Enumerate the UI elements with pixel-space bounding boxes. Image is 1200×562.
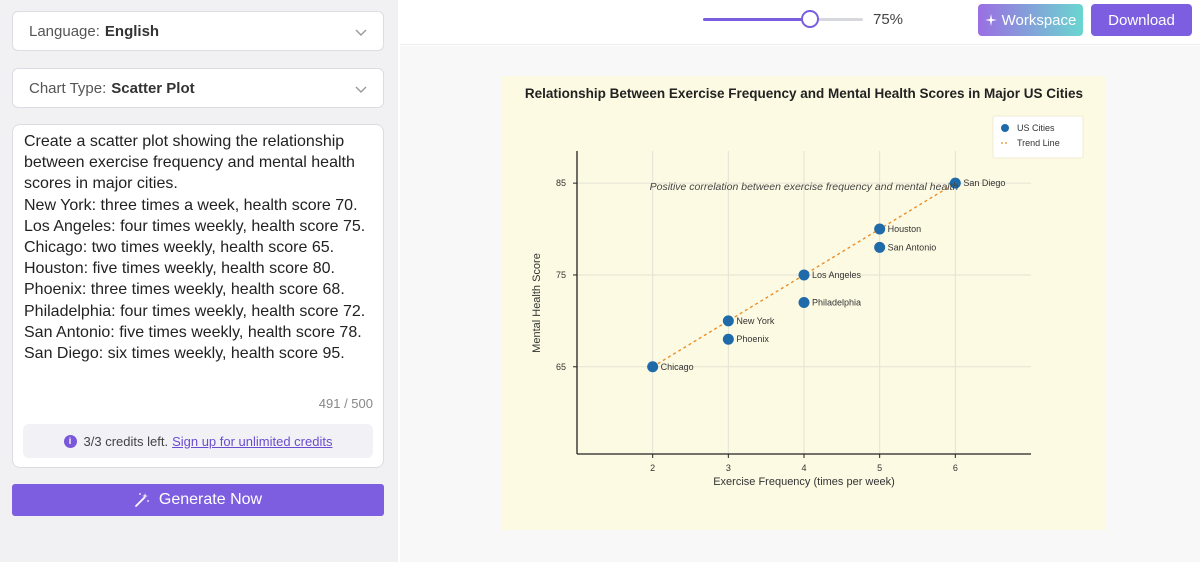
y-tick-label: 75: [556, 270, 566, 280]
data-point-label: Los Angeles: [812, 270, 862, 280]
x-tick-label: 4: [801, 463, 806, 473]
data-points: Chicago New York Phoenix Los Angeles Philade…: [647, 177, 1005, 373]
legend-label-trend: Trend Line: [1017, 138, 1060, 148]
chart-annotation: Positive correlation between exercise fr…: [650, 181, 959, 193]
axes: 2 3 4 5 6 65 75 85: [556, 151, 1031, 473]
chart-type-select-value: Scatter Plot: [111, 79, 195, 97]
chart-card: Relationship Between Exercise Frequency …: [502, 76, 1106, 530]
trend-line-group: [652, 182, 956, 368]
y-tick-label: 85: [556, 178, 566, 188]
character-counter: 491 / 500: [318, 396, 373, 411]
legend-marker-cities: [1001, 124, 1009, 132]
y-axis-label: Mental Health Score: [531, 253, 543, 353]
workspace-button[interactable]: Workspace: [978, 4, 1083, 36]
data-point: [647, 361, 659, 373]
prompt-textarea[interactable]: Create a scatter plot showing the relati…: [12, 124, 384, 468]
prompt-text[interactable]: Create a scatter plot showing the relati…: [24, 133, 366, 363]
language-select-value: English: [104, 22, 160, 40]
download-button[interactable]: Download: [1091, 4, 1192, 36]
chevron-down-icon: [355, 29, 367, 36]
data-point: [798, 269, 810, 281]
x-tick-label: 2: [650, 463, 655, 473]
x-tick-label: 3: [726, 463, 731, 473]
chevron-down-icon: [355, 86, 367, 93]
download-button-label: Download: [1108, 11, 1175, 29]
chart-type-select-label: Chart Type:: [29, 79, 107, 97]
signup-link[interactable]: Sign up for unlimited credits: [172, 433, 333, 449]
generate-button[interactable]: Generate Now: [12, 484, 384, 516]
data-point: [949, 177, 961, 189]
zoom-slider-thumb[interactable]: [801, 10, 820, 28]
scatter-chart: Relationship Between Exercise Frequency …: [525, 86, 1084, 488]
x-tick-label: 6: [953, 463, 958, 473]
data-point-label: New York: [736, 316, 775, 326]
chart-legend: US Cities Trend Line: [992, 115, 1084, 159]
legend-label-cities: US Cities: [1017, 123, 1055, 133]
magic-wand-icon: [135, 493, 149, 507]
sparkle-icon: [984, 14, 997, 26]
zoom-slider[interactable]: [703, 10, 863, 28]
workspace-button-label: Workspace: [1001, 11, 1077, 29]
credits-text: 3/3 credits left.: [83, 433, 169, 449]
data-point-label: San Antonio: [888, 242, 937, 252]
data-point-label: Philadelphia: [812, 298, 861, 308]
x-axis-label: Exercise Frequency (times per week): [713, 476, 895, 488]
data-point-label: Chicago: [661, 362, 694, 372]
zoom-slider-fill: [703, 18, 811, 21]
trend-line: [652, 182, 956, 368]
data-point-label: San Diego: [963, 178, 1005, 188]
language-select-label: Language:: [29, 22, 100, 40]
x-tick-label: 5: [877, 463, 882, 473]
data-point: [874, 241, 886, 253]
data-point: [722, 333, 734, 345]
data-point-label: Houston: [888, 224, 922, 234]
chart-title: Relationship Between Exercise Frequency …: [525, 86, 1083, 101]
generate-button-label: Generate Now: [158, 491, 263, 508]
y-tick-label: 65: [556, 362, 566, 372]
data-point: [722, 315, 734, 327]
info-icon: i: [63, 434, 77, 448]
top-toolbar: 75% Workspace Download: [400, 0, 1200, 45]
left-panel: Language: English Chart Type: Scatter Pl…: [0, 0, 398, 562]
data-point: [798, 297, 810, 308]
zoom-level-label: 75%: [873, 11, 904, 28]
credits-bar: i 3/3 credits left. Sign up for unlimite…: [23, 424, 373, 458]
data-point-label: Phoenix: [736, 334, 769, 344]
data-point: [874, 223, 886, 235]
language-select[interactable]: Language: English: [12, 11, 384, 51]
chart-type-select[interactable]: Chart Type: Scatter Plot: [12, 68, 384, 108]
